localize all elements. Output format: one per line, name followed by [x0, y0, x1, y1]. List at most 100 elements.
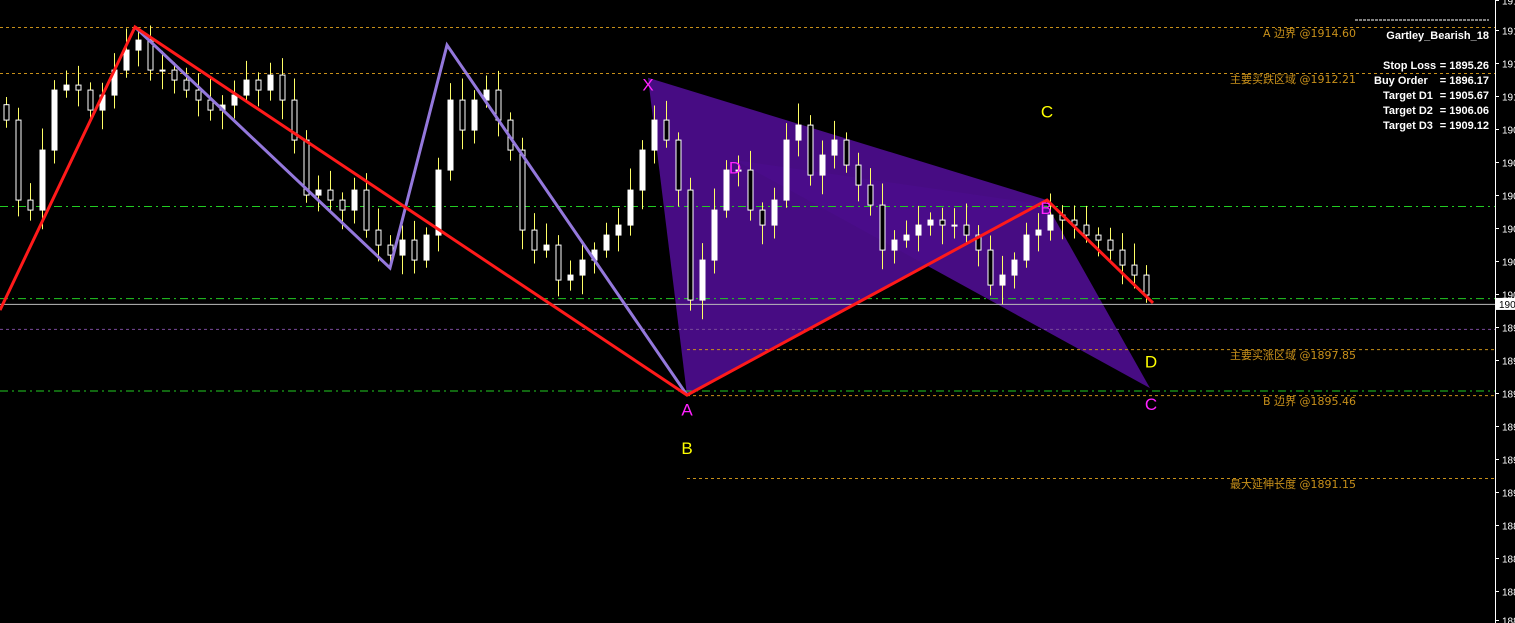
candle-body: [579, 259, 586, 276]
candle-body: [255, 79, 262, 91]
candle-body: [1047, 214, 1054, 231]
candle-body: [159, 69, 166, 72]
level-label: 最大延伸长度 @1891.15: [1230, 477, 1356, 491]
candle-body: [1107, 239, 1114, 251]
axis-tick-label: 188: [1502, 588, 1515, 599]
candle-body: [699, 259, 706, 301]
candle-body: [807, 124, 814, 176]
axis-tick-label: 190: [1502, 291, 1515, 302]
candle-body: [375, 229, 382, 246]
candle-body: [315, 189, 322, 196]
candle-body: [747, 169, 754, 211]
candle-body: [891, 239, 898, 251]
point-label-b: B: [1040, 199, 1051, 218]
axis-tick-label: 188: [1502, 555, 1515, 566]
axis-tick-label: 188: [1502, 522, 1515, 533]
axis-tick-label: 188: [1502, 617, 1515, 623]
candle-body: [363, 189, 370, 231]
level-labels: A 边界 @1914.60 主要买跌区域 @1912.21 主要买涨区域 @1897…: [1230, 27, 1356, 491]
axis-tick-label: 190: [1502, 159, 1515, 170]
candle-body: [1035, 229, 1042, 236]
candle-body: [291, 99, 298, 141]
candle-body: [519, 149, 526, 231]
zigzag-lines: [0, 24, 1155, 397]
candle-body: [63, 84, 70, 91]
candle-body: [447, 99, 454, 171]
horizontal-levels: [0, 27, 1495, 479]
candle-body: [879, 204, 886, 251]
candle-body: [75, 84, 82, 91]
candle-body: [3, 104, 10, 121]
candle-body: [1143, 274, 1150, 296]
candle-body: [819, 154, 826, 176]
candle-body: [339, 199, 346, 211]
axis-tick-label: 190: [1502, 225, 1515, 236]
axis-tick-label: 189: [1502, 390, 1515, 401]
candle-body: [135, 39, 142, 51]
candle-body: [843, 139, 850, 166]
candle-body: [627, 189, 634, 226]
candle-body: [531, 229, 538, 251]
candle-body: [651, 119, 658, 151]
candle-body: [783, 139, 790, 201]
candle-body: [327, 189, 334, 201]
info-value: = 1909.12: [1440, 120, 1489, 132]
info-value: = 1905.67: [1440, 90, 1489, 102]
level-label: 主要买跌区域 @1912.21: [1230, 72, 1356, 86]
candle-body: [951, 224, 958, 227]
candle-body: [903, 234, 910, 241]
candle-body: [423, 234, 430, 261]
candle-body: [171, 69, 178, 81]
candle-body: [1011, 259, 1018, 276]
candle-body: [687, 189, 694, 301]
candle-body: [195, 89, 202, 101]
candle-body: [435, 169, 442, 236]
info-label: Target D3: [1383, 120, 1433, 132]
candle-body: [411, 239, 418, 261]
candle-body: [567, 274, 574, 281]
candle-body: [543, 244, 550, 251]
pattern-triangle: [735, 160, 1150, 389]
candle-body: [1095, 234, 1102, 241]
candle-body: [1023, 234, 1030, 261]
info-label: Target D1: [1383, 90, 1433, 102]
info-value: = 1895.26: [1440, 60, 1489, 72]
candle-body: [735, 169, 742, 172]
candle-body: [231, 94, 238, 106]
candle-body: [723, 169, 730, 211]
candle-body: [927, 219, 934, 226]
candle-body: [831, 139, 838, 156]
price-axis[interactable]: 1911911911911901901901901901901891891891…: [1495, 0, 1515, 623]
current-price-label: 190: [1499, 300, 1515, 311]
level-label: B 边界 @1895.46: [1263, 395, 1356, 408]
point-label-c: C: [1145, 395, 1157, 414]
candle-body: [759, 209, 766, 226]
candle-body: [351, 189, 358, 211]
level-label: A 边界 @1914.60: [1263, 27, 1356, 40]
candle-body: [987, 249, 994, 286]
axis-tick-label: 191: [1502, 93, 1515, 104]
candle-body: [795, 124, 802, 141]
info-label: Buy Order: [1374, 75, 1429, 87]
candle-body: [123, 49, 130, 71]
level-label: 主要买涨区域 @1897.85: [1230, 349, 1356, 362]
candle-body: [711, 209, 718, 261]
candle-body: [51, 89, 58, 151]
candle-body: [459, 99, 466, 131]
info-label: Stop Loss: [1383, 60, 1436, 72]
axis-tick-label: 189: [1502, 489, 1515, 500]
candle-body: [1083, 224, 1090, 236]
candle-body: [471, 99, 478, 131]
candle-body: [87, 89, 94, 111]
axis-tick-label: 189: [1502, 357, 1515, 368]
candle-body: [867, 184, 874, 206]
candle-body: [39, 149, 46, 211]
candle-body: [399, 239, 406, 256]
candle-body: [1131, 264, 1138, 276]
candle-body: [27, 199, 34, 211]
candle-body: [663, 119, 670, 141]
axis-tick-label: 191: [1502, 0, 1515, 8]
secondary-zigzag-line: [133, 25, 689, 396]
